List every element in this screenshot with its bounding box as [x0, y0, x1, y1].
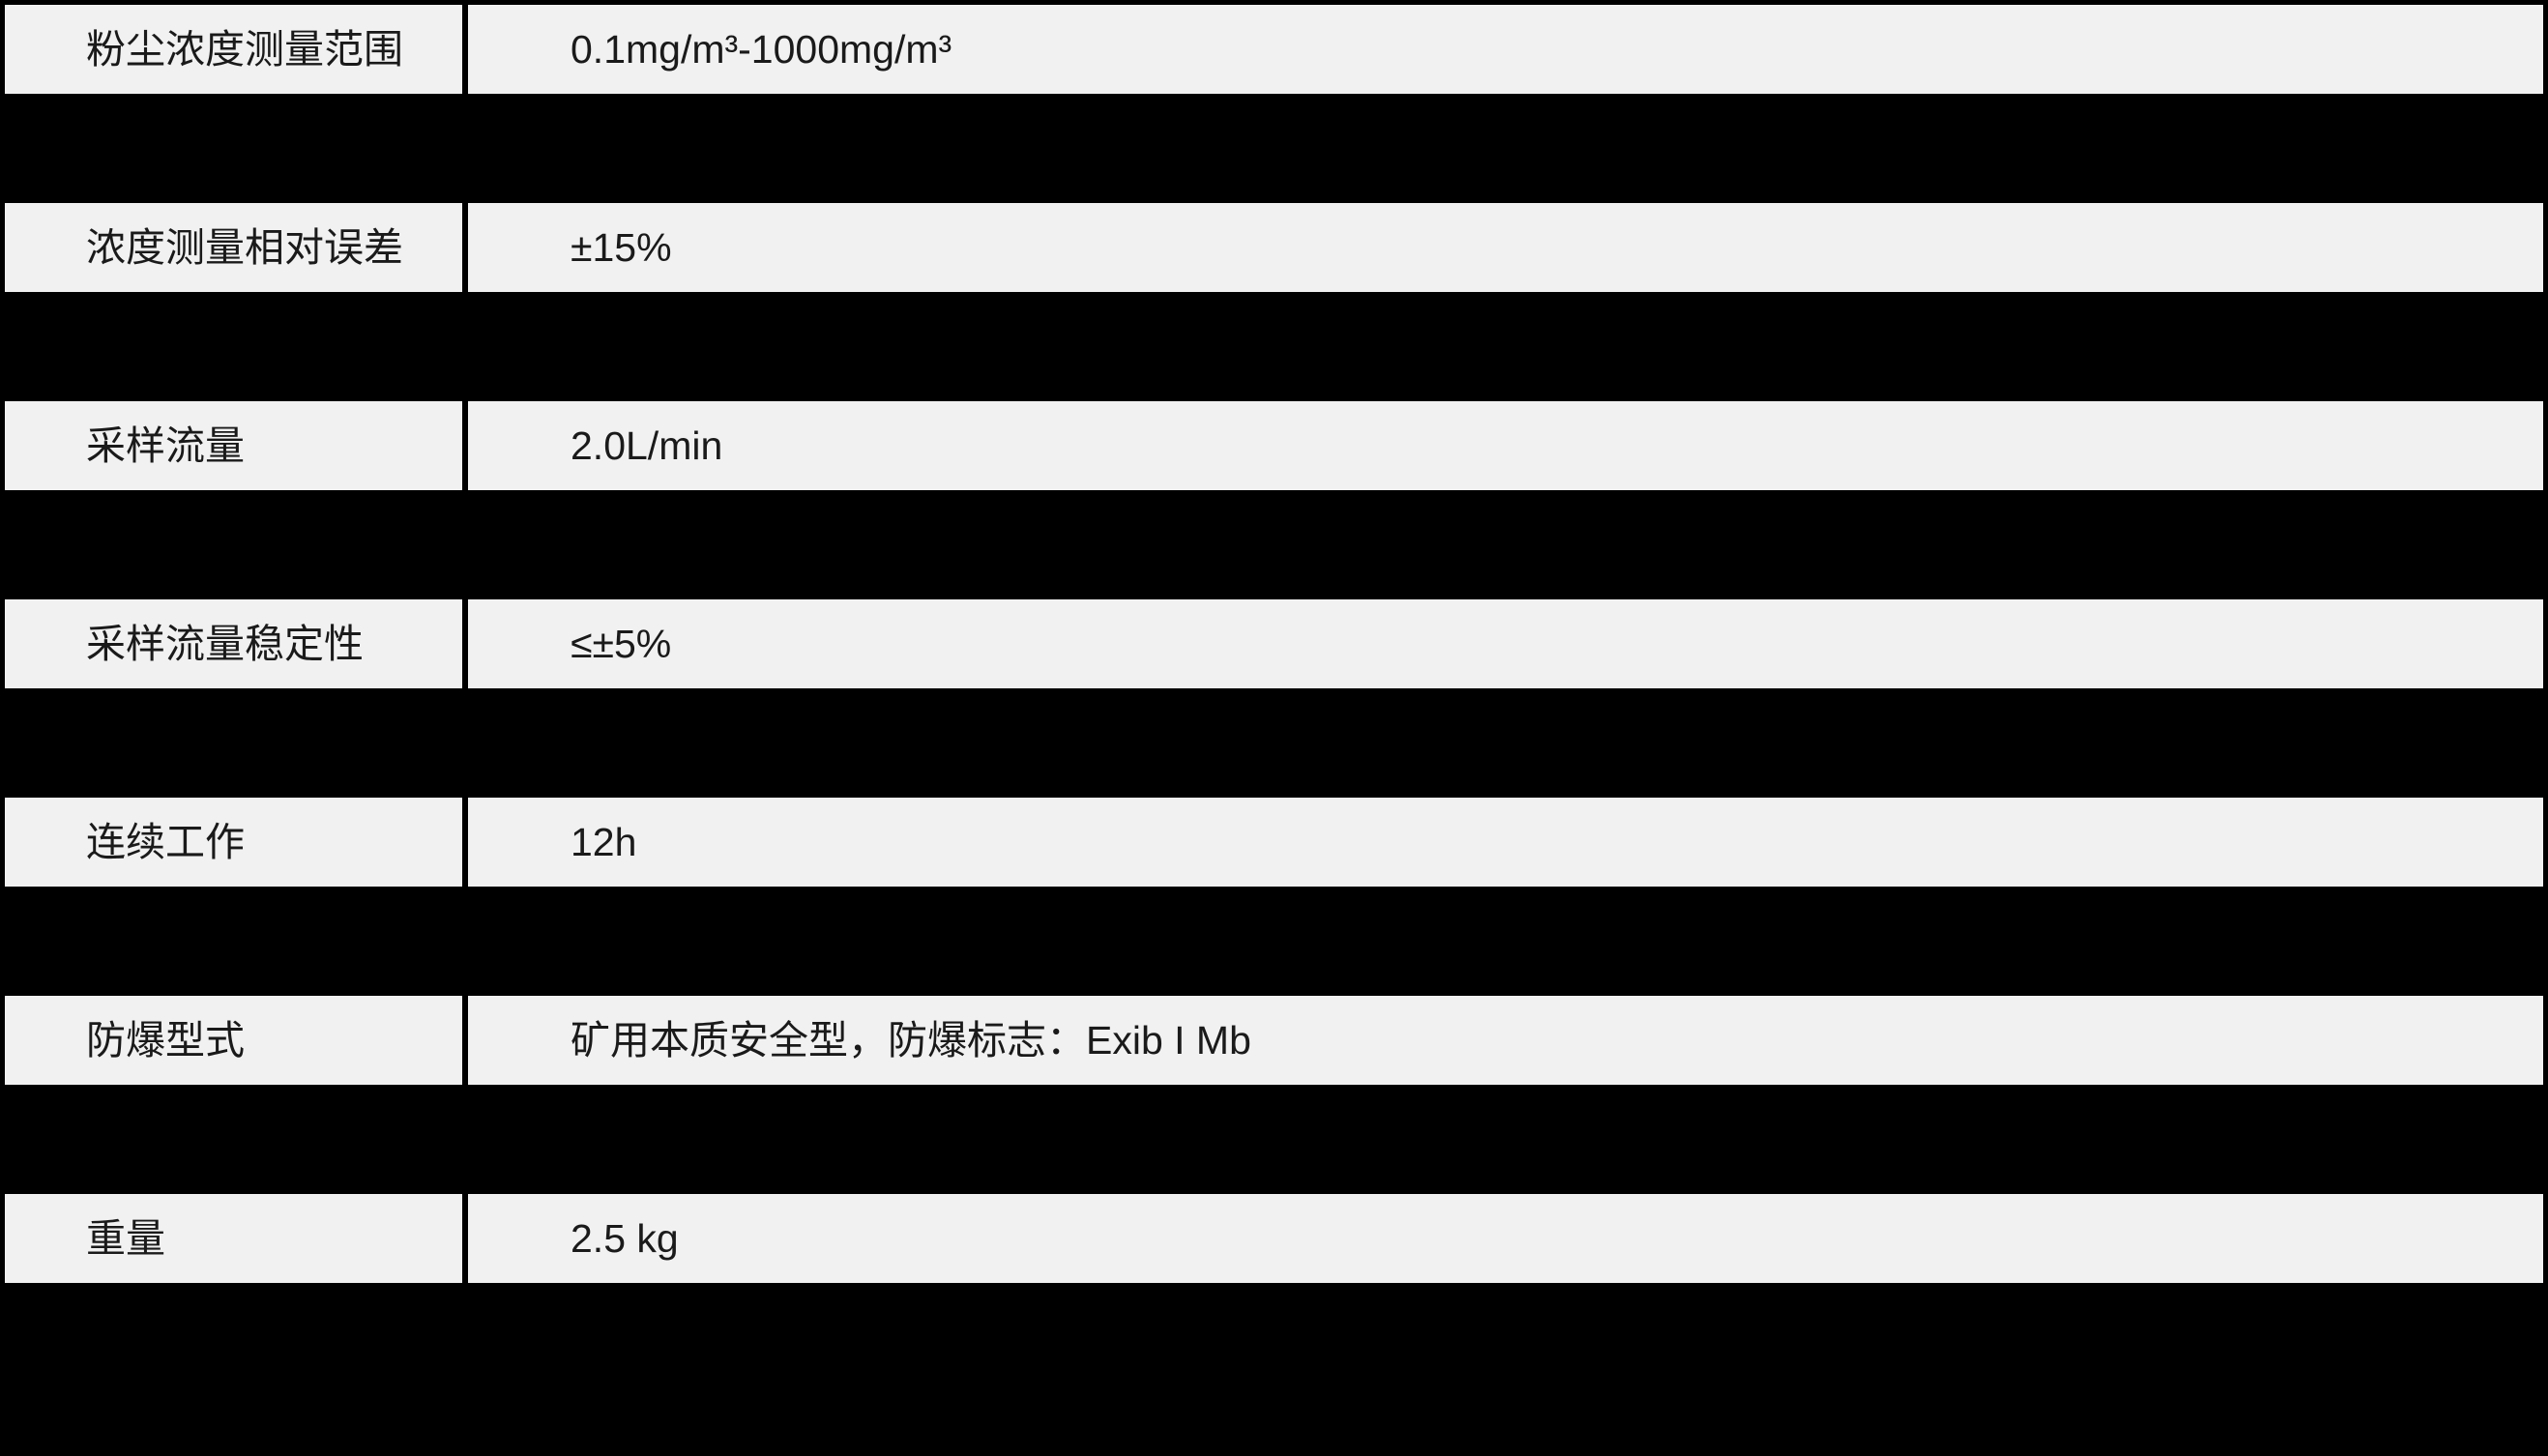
- spec-value: ±15%: [468, 203, 2543, 292]
- spec-value: 0.1mg/m³-1000mg/m³: [468, 5, 2543, 94]
- spec-label: 防爆型式: [5, 996, 462, 1085]
- table-row: 采样流量稳定性 ≤±5%: [5, 599, 2543, 688]
- spec-label: 重量: [5, 1194, 462, 1283]
- spec-table: 粉尘浓度测量范围 0.1mg/m³-1000mg/m³ 浓度测量相对误差 ±15…: [5, 5, 2543, 1392]
- spec-value: ≤±5%: [468, 599, 2543, 688]
- table-row: 重量 2.5 kg: [5, 1194, 2543, 1283]
- table-row: 浓度测量相对误差 ±15%: [5, 203, 2543, 292]
- table-row: 防爆型式 矿用本质安全型，防爆标志：Exib I Mb: [5, 996, 2543, 1085]
- spec-label: 浓度测量相对误差: [5, 203, 462, 292]
- spec-value: 2.5 kg: [468, 1194, 2543, 1283]
- table-row: 粉尘浓度测量范围 0.1mg/m³-1000mg/m³: [5, 5, 2543, 94]
- spec-value: 2.0L/min: [468, 401, 2543, 490]
- table-row: 连续工作 12h: [5, 798, 2543, 887]
- spec-label: 连续工作: [5, 798, 462, 887]
- spec-value: 矿用本质安全型，防爆标志：Exib I Mb: [468, 996, 2543, 1085]
- spec-label: 采样流量稳定性: [5, 599, 462, 688]
- spec-value: 12h: [468, 798, 2543, 887]
- spec-label: 粉尘浓度测量范围: [5, 5, 462, 94]
- table-row: 采样流量 2.0L/min: [5, 401, 2543, 490]
- spec-label: 采样流量: [5, 401, 462, 490]
